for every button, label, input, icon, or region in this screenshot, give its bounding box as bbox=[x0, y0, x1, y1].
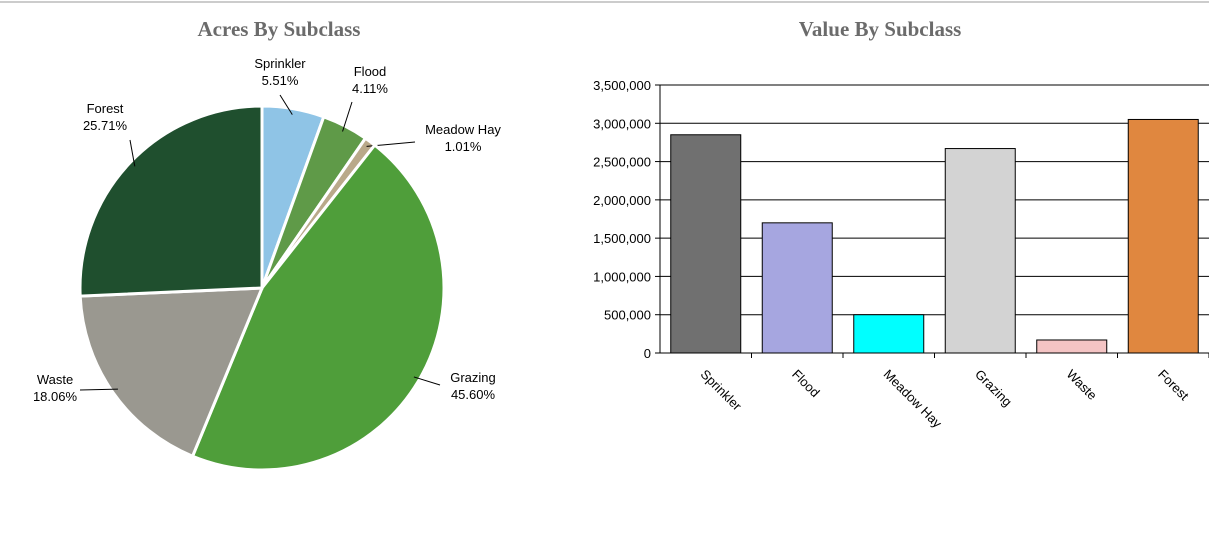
slice-label: Waste bbox=[37, 372, 73, 387]
leader-line bbox=[79, 388, 118, 391]
slice-value: 5.51% bbox=[262, 73, 299, 88]
x-tick-label: Grazing bbox=[972, 367, 1015, 410]
x-tick-label: Waste bbox=[1064, 367, 1100, 403]
y-tick-label: 1,000,000 bbox=[593, 269, 651, 284]
slice-label: Meadow Hay bbox=[425, 122, 501, 137]
x-tick-label: Forest bbox=[1155, 367, 1192, 404]
y-tick-label: 0 bbox=[644, 346, 651, 361]
y-tick-label: 3,500,000 bbox=[593, 78, 651, 93]
leader-line bbox=[342, 101, 353, 132]
y-tick-label: 2,500,000 bbox=[593, 155, 651, 170]
x-tick-label: Flood bbox=[789, 367, 823, 401]
bar-title: Value By Subclass bbox=[799, 17, 962, 41]
slice-label: Sprinkler bbox=[254, 56, 306, 71]
slice-value: 4.11% bbox=[352, 81, 388, 96]
leader-line bbox=[129, 139, 136, 167]
pie-slice bbox=[78, 286, 265, 459]
slice-label: Forest bbox=[87, 101, 124, 116]
slice-value: 25.71% bbox=[83, 118, 128, 133]
pie-slice bbox=[78, 104, 264, 298]
slice-value: 1.01% bbox=[445, 139, 482, 154]
leader-line bbox=[413, 376, 441, 386]
x-tick-label: Meadow Hay bbox=[881, 367, 946, 432]
slice-value: 18.06% bbox=[33, 389, 78, 404]
bar bbox=[761, 222, 833, 354]
y-tick-label: 2,000,000 bbox=[593, 193, 651, 208]
y-tick-label: 3,000,000 bbox=[593, 116, 651, 131]
x-tick-label: Sprinkler bbox=[698, 367, 745, 414]
pie-title: Acres By Subclass bbox=[198, 17, 361, 41]
y-tick-label: 1,500,000 bbox=[593, 231, 651, 246]
bar bbox=[1036, 339, 1108, 354]
bar bbox=[853, 314, 925, 354]
pie-slice bbox=[190, 142, 446, 472]
y-tick-label: 500,000 bbox=[604, 308, 651, 323]
slice-label: Grazing bbox=[450, 370, 496, 385]
bar bbox=[670, 134, 742, 354]
slice-label: Flood bbox=[354, 64, 387, 79]
bar bbox=[1127, 118, 1199, 354]
bar bbox=[944, 148, 1016, 354]
slice-value: 45.60% bbox=[451, 387, 496, 402]
leader-line bbox=[279, 94, 293, 115]
